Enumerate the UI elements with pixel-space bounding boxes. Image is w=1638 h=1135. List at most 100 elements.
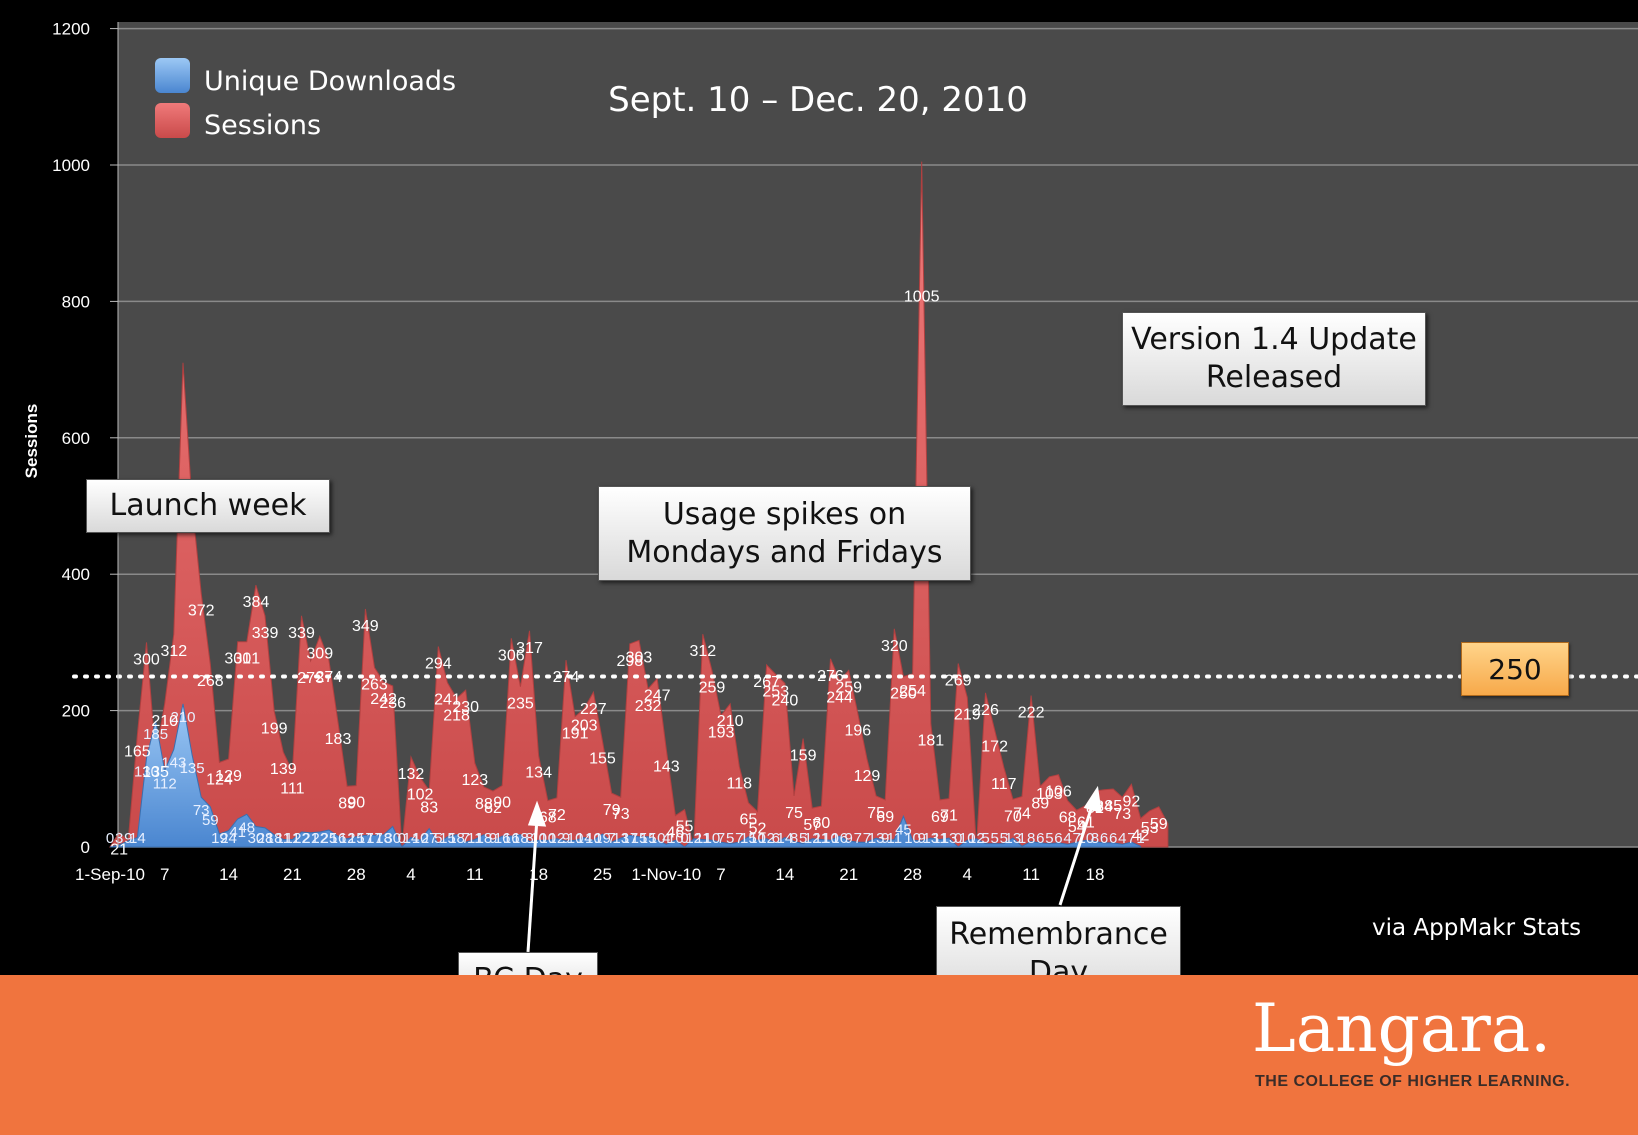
- sessions-value-label: 89: [338, 795, 356, 812]
- downloads-value-label: 11: [467, 830, 483, 847]
- sessions-value-label: 75: [785, 805, 803, 822]
- sessions-value-label: 52: [749, 821, 767, 838]
- usage-spikes-callout: Usage spikes on Mondays and Fridays: [598, 486, 971, 581]
- downloads-value-label: 10: [412, 830, 429, 847]
- langara-logo: Langara.: [1252, 990, 1552, 1067]
- sessions-value-label: 312: [689, 643, 716, 660]
- downloads-value-label: 12: [758, 830, 775, 847]
- downloads-value-label: 10: [704, 830, 721, 847]
- sessions-value-label: 191: [562, 726, 589, 743]
- downloads-value-label: 4: [662, 830, 670, 847]
- downloads-value-label: 6: [1109, 830, 1117, 847]
- sessions-value-label: 103: [1036, 786, 1063, 803]
- downloads-value-label: 5: [981, 830, 989, 847]
- sessions-value-label: 139: [270, 761, 297, 778]
- downloads-value-label: 12: [685, 830, 702, 847]
- downloads-value-label: 19: [211, 830, 228, 847]
- x-tick-label: 11: [1022, 865, 1040, 884]
- downloads-value-label: 13: [922, 830, 939, 847]
- sessions-value-label: 273: [297, 670, 324, 687]
- series-area-unique-downloads: [109, 703, 1142, 848]
- sessions-value-label: 242: [370, 691, 397, 708]
- sessions-value-label: 384: [243, 594, 270, 611]
- footer-band: [0, 975, 1638, 1135]
- sessions-value-label: 253: [762, 683, 789, 700]
- downloads-value-label: 7: [462, 830, 470, 847]
- x-tick-label: 7: [716, 865, 725, 884]
- downloads-value-label: 10: [539, 830, 556, 847]
- y-axis-label: Sessions: [22, 404, 41, 479]
- downloads-value-label: 0: [954, 830, 962, 847]
- x-tick-label: 4: [963, 865, 972, 884]
- sessions-value-label: 129: [854, 768, 881, 785]
- y-tick-label: 200: [62, 702, 90, 721]
- sessions-value-label: 232: [635, 698, 662, 715]
- launch-week-text: Launch week: [109, 488, 307, 523]
- downloads-value-label: 8: [1027, 830, 1035, 847]
- sessions-value-label: 226: [972, 702, 999, 719]
- downloads-value-label: 14: [777, 830, 794, 847]
- downloads-value-label: 7: [607, 830, 615, 847]
- sessions-value-label: 70: [1004, 808, 1022, 825]
- downloads-value-label: 5: [799, 830, 807, 847]
- sessions-value-label: 301: [233, 651, 260, 668]
- sessions-value-label: 111: [280, 780, 304, 797]
- sessions-value-label: 106: [1045, 784, 1072, 801]
- downloads-value-label: 13: [868, 830, 885, 847]
- sessions-value-label: 183: [325, 731, 352, 748]
- downloads-value-label: 30: [248, 830, 265, 847]
- sessions-value-label: 172: [981, 739, 1008, 756]
- sessions-value-label: 235: [507, 696, 534, 713]
- y-tick-label: 0: [81, 838, 90, 857]
- x-tick-label: 11: [466, 865, 484, 884]
- sessions-value-label: 203: [571, 718, 598, 735]
- bcday-arrowhead: [527, 800, 547, 827]
- sessions-value-label: 69: [876, 809, 894, 826]
- downloads-value-label: 10: [667, 830, 684, 847]
- version-update-line1: Version 1.4 Update: [1131, 322, 1417, 357]
- downloads-value-label: 19: [594, 830, 611, 847]
- downloads-value-label: 5: [1045, 830, 1053, 847]
- downloads-value-label: 15: [439, 830, 456, 847]
- downloads-value-label: 15: [740, 830, 757, 847]
- downloads-value-label: 8: [525, 830, 533, 847]
- remembrance-arrow: [1058, 802, 1095, 906]
- downloads-value-label: 24: [220, 830, 237, 847]
- downloads-value-label: 10: [567, 830, 584, 847]
- downloads-value-label: 7: [863, 830, 871, 847]
- downloads-value-label: 18: [266, 830, 283, 847]
- sessions-value-label: 74: [1013, 806, 1031, 823]
- downloads-value-label: 12: [339, 830, 356, 847]
- downloads-value-label: 4: [1118, 830, 1126, 847]
- sessions-value-label: 132: [398, 766, 425, 783]
- sessions-value-label: 276: [817, 668, 844, 685]
- sessions-value-labels: 2116530013521031271050337226812412930130…: [110, 289, 1168, 859]
- downloads-value-label: 10: [749, 830, 766, 847]
- sessions-value-label: 250: [890, 686, 917, 703]
- sessions-value-label: 196: [844, 722, 871, 739]
- downloads-value-label: 5: [1000, 830, 1008, 847]
- sessions-value-label: 53: [1141, 820, 1159, 837]
- legend: Unique Downloads Sessions: [155, 58, 456, 141]
- usage-spikes-line1: Usage spikes on: [662, 496, 907, 532]
- sessions-value-label: 267: [753, 674, 780, 691]
- x-tick-label: 28: [347, 865, 366, 884]
- x-tick-label: 25: [593, 865, 612, 884]
- downloads-value-labels: 0 3 91413018511214321013573591924414830281…: [106, 709, 1145, 847]
- downloads-value-label: 14: [576, 830, 593, 847]
- sessions-value-label: 339: [252, 625, 279, 642]
- usage-spikes-line2: Mondays and Fridays: [626, 534, 943, 570]
- downloads-value-label: 11: [275, 830, 291, 847]
- sessions-value-label: 21: [110, 842, 128, 859]
- downloads-value-label: 16: [330, 830, 347, 847]
- sessions-value-label: 339: [288, 625, 315, 642]
- sessions-value-label: 254: [899, 683, 926, 700]
- downloads-value-label: 10: [649, 830, 666, 847]
- sessions-value-label: 65: [740, 812, 758, 829]
- downloads-value-label: 22: [293, 830, 310, 847]
- sessions-value-label: 159: [790, 748, 817, 765]
- sessions-value-label: 301: [224, 651, 251, 668]
- x-axis-ticks: 1-Sep-10 7 14 21 28 4 11 18 25 1-Nov-10 7 14 21 28 4 11…: [75, 865, 1104, 884]
- sessions-value-label: 73: [612, 806, 630, 823]
- downloads-value-label: 27: [421, 830, 438, 847]
